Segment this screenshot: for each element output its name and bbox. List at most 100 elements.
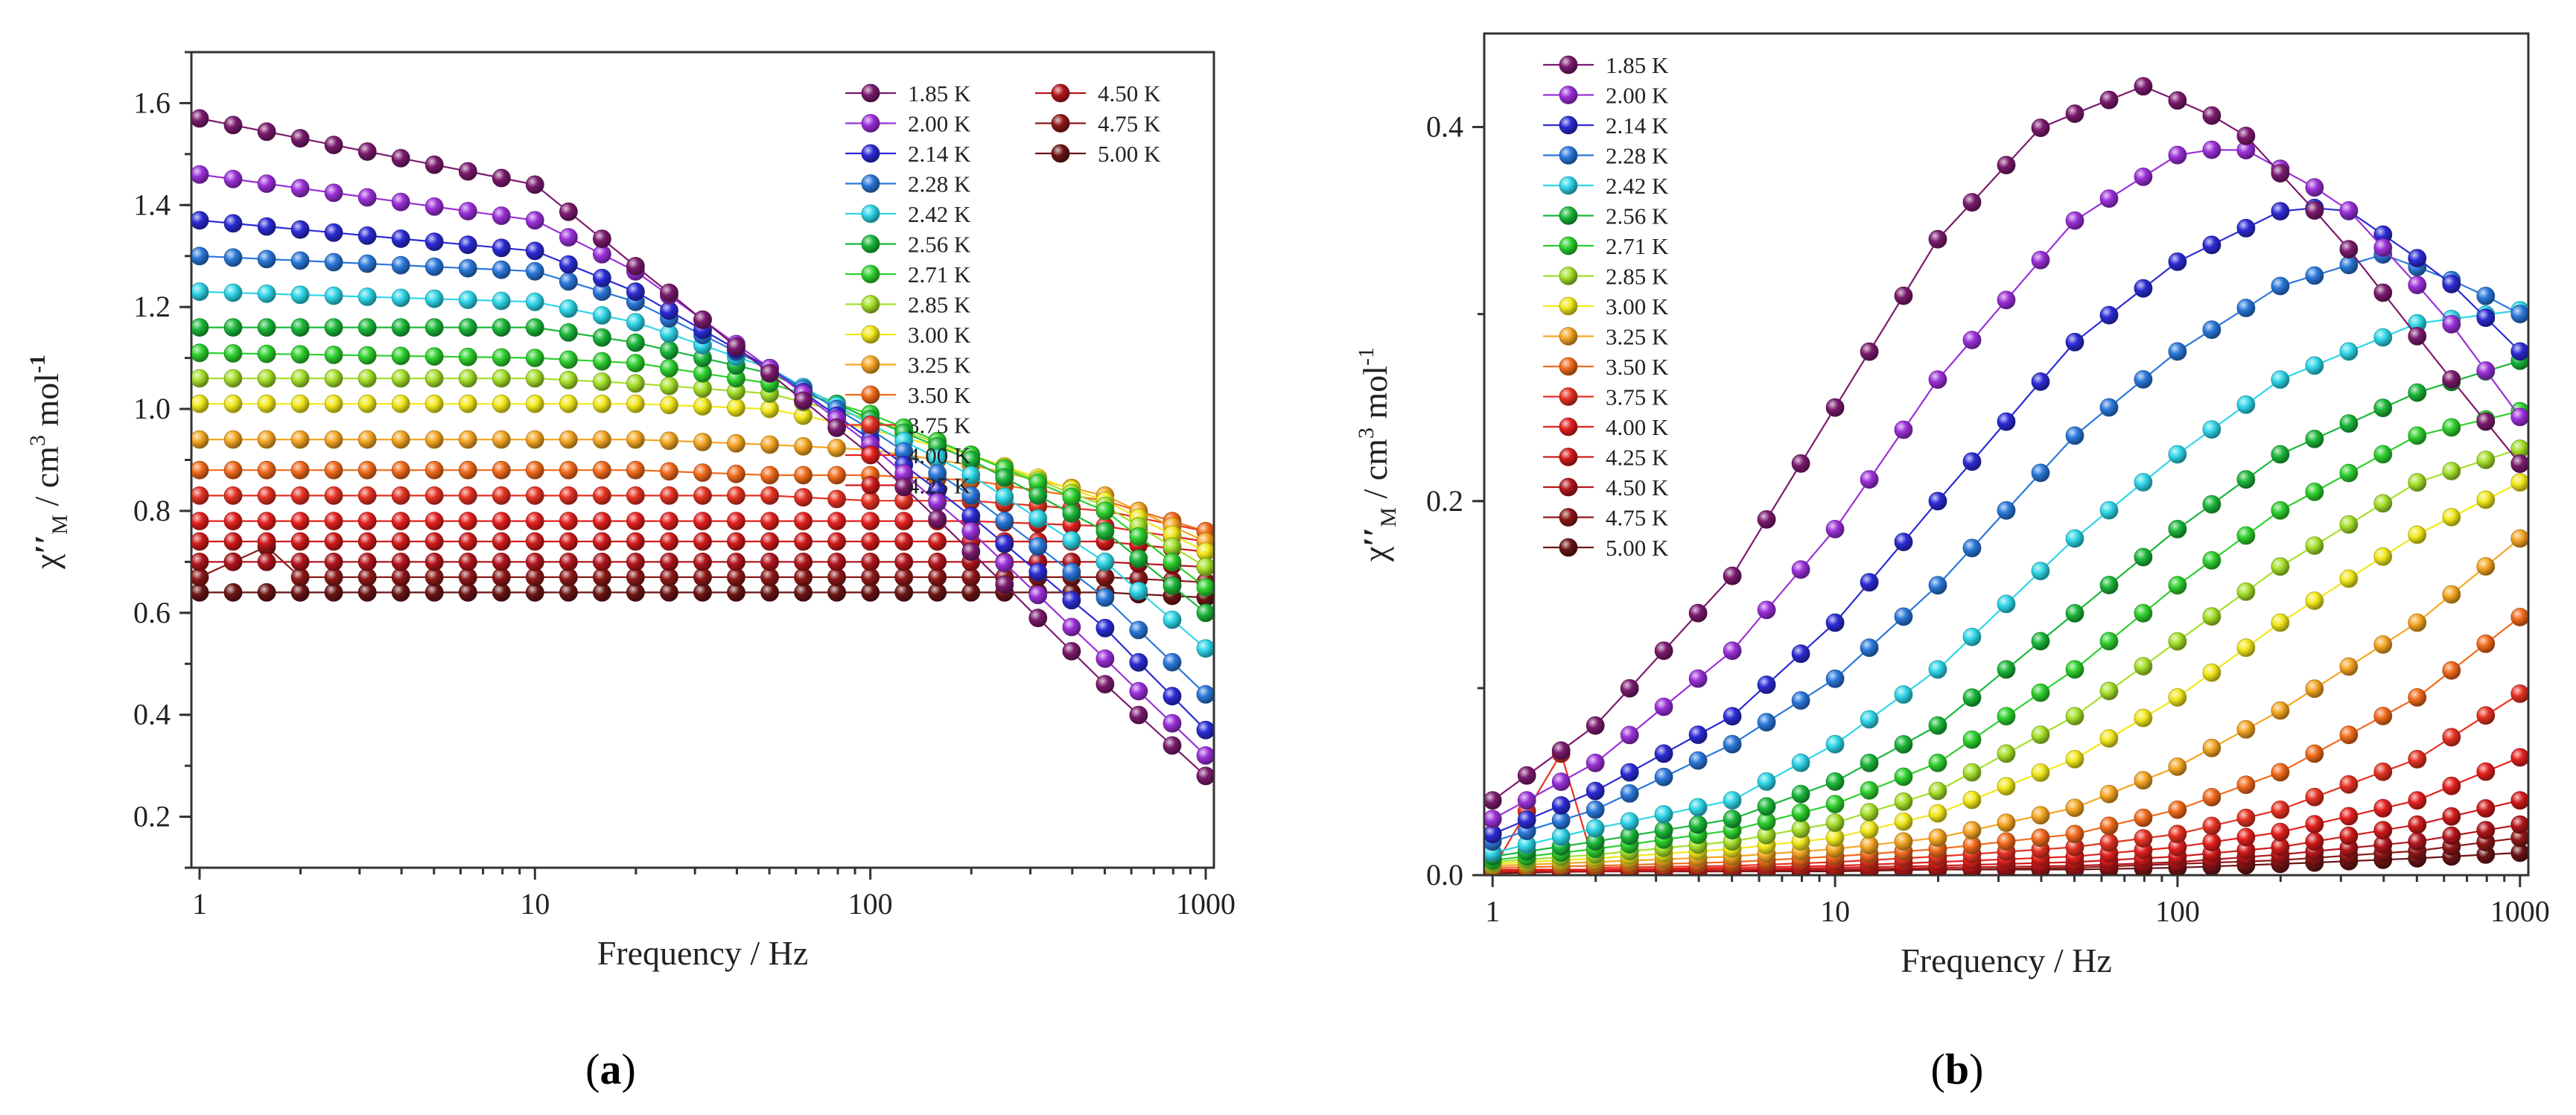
data-point	[760, 435, 779, 454]
data-point	[2099, 682, 2119, 701]
data-point	[2134, 603, 2153, 623]
data-point	[2305, 536, 2324, 555]
data-point	[660, 553, 678, 571]
data-point	[2168, 252, 2187, 271]
data-point	[1196, 684, 1213, 704]
data-point	[2202, 738, 2222, 757]
data-point	[693, 310, 712, 329]
data-point	[559, 512, 578, 530]
data-point	[2476, 412, 2496, 431]
legend-marker	[1559, 448, 1578, 466]
data-point	[559, 394, 578, 413]
data-point	[192, 430, 209, 449]
y-axis-supm1: -1	[25, 355, 50, 373]
data-point	[2442, 369, 2461, 389]
data-point	[727, 433, 745, 453]
legend-item: 3.00 K	[1543, 293, 1669, 320]
legend-label: 5.00 K	[1606, 535, 1669, 561]
data-point	[1062, 487, 1081, 506]
data-point	[693, 433, 712, 451]
data-point	[1997, 744, 2016, 763]
data-point	[2168, 445, 2187, 464]
data-point	[1997, 594, 2016, 614]
data-point	[391, 430, 410, 449]
data-point	[424, 347, 444, 366]
data-point	[2510, 791, 2528, 810]
data-point	[861, 491, 880, 510]
legend-marker	[1559, 176, 1578, 195]
data-point	[223, 369, 243, 388]
data-point	[257, 512, 276, 530]
data-point	[760, 486, 779, 505]
data-point	[2065, 426, 2084, 445]
data-point	[2476, 557, 2496, 576]
data-point	[257, 284, 276, 303]
data-point	[593, 372, 611, 391]
legend-marker	[861, 295, 880, 314]
chart-panel-a: 1 10 100 1000 0.2 0.4 0.6 0.8 1.0 1.2 1.4 1.6 Freque…	[25, 51, 1235, 972]
data-point	[525, 553, 544, 571]
data-point	[995, 468, 1014, 487]
data-point	[1196, 720, 1213, 740]
data-point	[257, 486, 276, 505]
data-point	[525, 394, 544, 413]
data-point	[1196, 766, 1213, 786]
data-point	[290, 220, 310, 239]
data-point	[2065, 707, 2084, 725]
data-point	[1962, 763, 1982, 782]
data-point	[1129, 527, 1148, 546]
data-point	[1791, 454, 1810, 473]
data-point	[2065, 825, 2084, 844]
data-point	[1997, 290, 2016, 310]
y-axis-sub: M	[48, 515, 72, 535]
data-point	[827, 532, 846, 551]
data-point	[492, 348, 511, 367]
legend-marker	[861, 144, 880, 163]
data-point	[626, 282, 645, 302]
data-point	[593, 268, 611, 288]
legend-marker	[861, 83, 880, 103]
data-point	[1894, 812, 1913, 831]
y-axis-sub: M	[1376, 507, 1401, 527]
data-point	[2099, 632, 2119, 651]
data-point	[1962, 627, 1982, 647]
data-point	[693, 486, 712, 505]
data-point	[2510, 342, 2528, 361]
data-point	[2168, 145, 2187, 165]
data-point	[2134, 657, 2153, 676]
data-point	[660, 462, 678, 481]
y-tick-label: 1.4	[133, 188, 171, 221]
data-point	[2408, 791, 2427, 810]
data-point	[192, 211, 209, 230]
data-point	[257, 174, 276, 194]
data-point	[1962, 331, 1982, 349]
data-point	[2476, 361, 2496, 380]
data-point	[660, 283, 678, 302]
data-point	[192, 394, 209, 413]
data-point	[290, 318, 310, 337]
data-point	[1962, 193, 1982, 212]
data-point	[827, 489, 846, 509]
legend-item: 4.75 K	[1543, 505, 1669, 531]
data-point	[525, 460, 544, 480]
data-point	[324, 512, 343, 530]
data-point	[2168, 520, 2187, 539]
legend-label: 2.00 K	[1606, 83, 1669, 109]
data-point	[1791, 784, 1810, 804]
data-point	[2408, 383, 2427, 402]
data-point	[1723, 707, 1742, 725]
data-point	[2236, 775, 2256, 795]
data-point	[2339, 807, 2359, 826]
data-point	[492, 168, 511, 188]
data-point	[2031, 725, 2050, 744]
data-point	[760, 553, 779, 571]
data-point	[2442, 661, 2461, 680]
data-point	[1163, 576, 1182, 595]
data-point	[391, 318, 410, 337]
data-point	[2305, 178, 2324, 197]
legend-label: 4.50 K	[1098, 80, 1161, 107]
data-point	[324, 183, 343, 203]
x-tick-label: 1	[1485, 895, 1500, 928]
data-point	[290, 251, 310, 270]
data-point	[559, 486, 578, 505]
